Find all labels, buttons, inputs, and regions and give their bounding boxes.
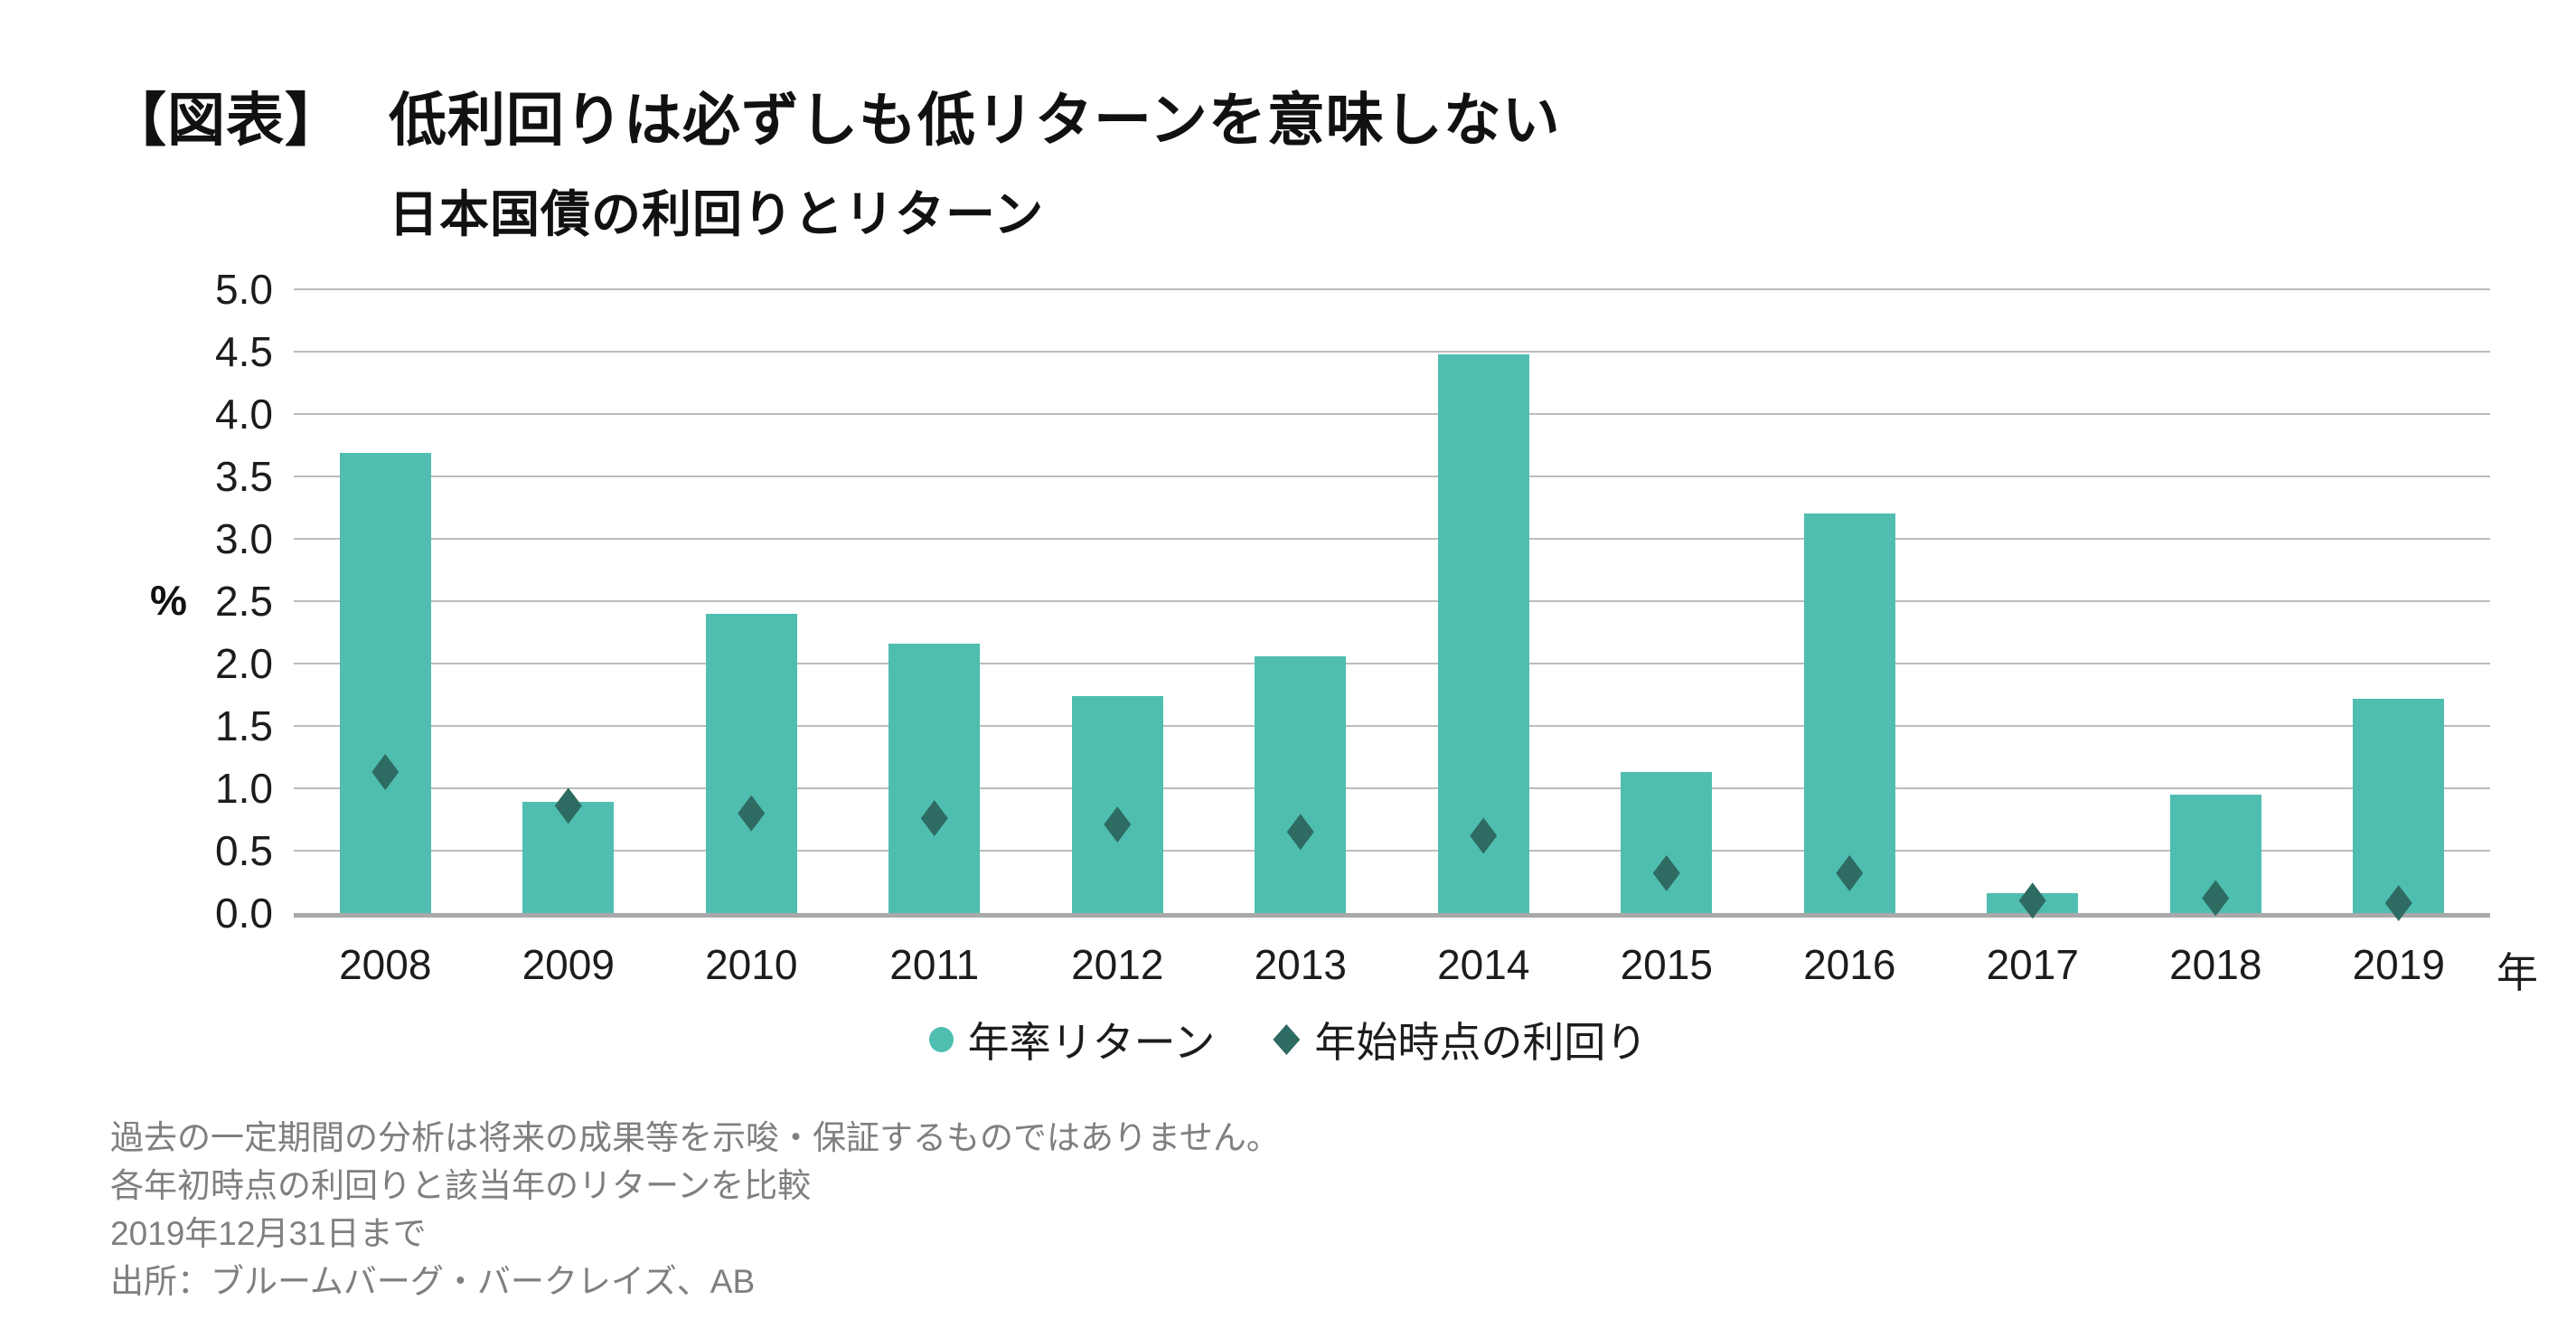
y-tick-label: 0.5 xyxy=(215,827,273,874)
y-tick-label: 5.0 xyxy=(215,266,273,313)
plot-area xyxy=(294,288,2490,921)
x-tick-label: 2010 xyxy=(705,941,798,988)
y-axis-unit-label: % xyxy=(150,577,187,624)
x-axis-labels: 2008 2009 2010 2011 2012 2013 2014 2015 2016 2017… xyxy=(294,940,2490,991)
return-bar-2013 xyxy=(1255,655,1347,913)
gridline xyxy=(294,850,2490,852)
y-tick-label: 1.5 xyxy=(215,702,273,749)
chart-subtitle: 日本国債の利回りとリターン xyxy=(389,186,1045,242)
x-tick-label: 2011 xyxy=(889,941,980,988)
gridline xyxy=(294,538,2490,540)
return-bar-2016 xyxy=(1803,513,1895,913)
x-tick-label: 2008 xyxy=(339,941,432,988)
legend-label-annual-return: 年率リターン xyxy=(967,1019,1216,1066)
gridline xyxy=(294,600,2490,602)
y-axis-labels: 0.0 0.5 1.0 1.5 2.0 2.5 3.0 3.5 4.0 4.5 5.0 xyxy=(99,266,273,937)
x-tick-label: 2019 xyxy=(2352,941,2445,988)
chart-title: 低利回りは必ずしも低リターンを意味しない xyxy=(389,88,1561,153)
footnote-line-2: 各年初時点の利回りと該当年のリターンを比較 xyxy=(110,1167,812,1204)
x-tick-label: 2013 xyxy=(1254,941,1347,988)
return-bar-2010 xyxy=(705,613,797,913)
return-bar-2008 xyxy=(339,452,431,913)
y-tick-label: 0.0 xyxy=(215,890,273,937)
x-axis-line xyxy=(294,913,2490,918)
y-tick-label: 3.5 xyxy=(215,453,273,500)
y-tick-label: 1.0 xyxy=(215,765,273,812)
x-tick-label: 2015 xyxy=(1620,941,1713,988)
x-tick-label: 2009 xyxy=(522,941,615,988)
diamond-marker-icon xyxy=(1273,1024,1301,1055)
gridline xyxy=(294,725,2490,727)
return-bar-2012 xyxy=(1071,695,1163,913)
return-bar-2019 xyxy=(2353,698,2445,913)
gridline xyxy=(294,663,2490,664)
y-tick-label: 4.5 xyxy=(215,328,273,375)
x-tick-label: 2012 xyxy=(1071,941,1164,988)
return-bar-2011 xyxy=(888,643,981,913)
gridline xyxy=(294,787,2490,789)
y-tick-label: 2.5 xyxy=(215,578,273,625)
legend-item-start-yield: 年始時点の利回り xyxy=(1273,1010,1647,1069)
return-bar-2015 xyxy=(1621,772,1713,913)
gridline xyxy=(294,476,2490,477)
legend-label-start-yield: 年始時点の利回り xyxy=(1314,1019,1648,1066)
footnote-line-4: 出所：ブルームバーグ・バークレイズ、AB xyxy=(110,1263,756,1300)
gridline xyxy=(294,288,2490,290)
x-tick-label: 2017 xyxy=(1986,941,2079,988)
footnote-line-1: 過去の一定期間の分析は将来の成果等を示唆・保証するものではありません。 xyxy=(110,1119,1280,1156)
x-axis-unit-label: 年 xyxy=(2496,949,2538,996)
legend-item-annual-return: 年率リターン xyxy=(928,1010,1216,1069)
y-tick-label: 3.0 xyxy=(215,515,273,562)
footnote-line-3: 2019年12月31日まで xyxy=(110,1215,427,1252)
y-tick-label: 2.0 xyxy=(215,640,273,687)
x-tick-label: 2014 xyxy=(1437,941,1530,988)
x-tick-label: 2018 xyxy=(2169,941,2262,988)
circle-marker-icon xyxy=(928,1027,954,1052)
legend: 年率リターン 年始時点の利回り xyxy=(0,1014,2576,1066)
gridline xyxy=(294,351,2490,353)
footnotes: 過去の一定期間の分析は将来の成果等を示唆・保証するものではありません。 各年初時… xyxy=(110,1114,1280,1305)
y-tick-label: 4.0 xyxy=(215,391,273,438)
gridline xyxy=(294,413,2490,415)
x-tick-label: 2016 xyxy=(1803,941,1896,988)
figure-tag: 【図表】 xyxy=(108,88,343,153)
